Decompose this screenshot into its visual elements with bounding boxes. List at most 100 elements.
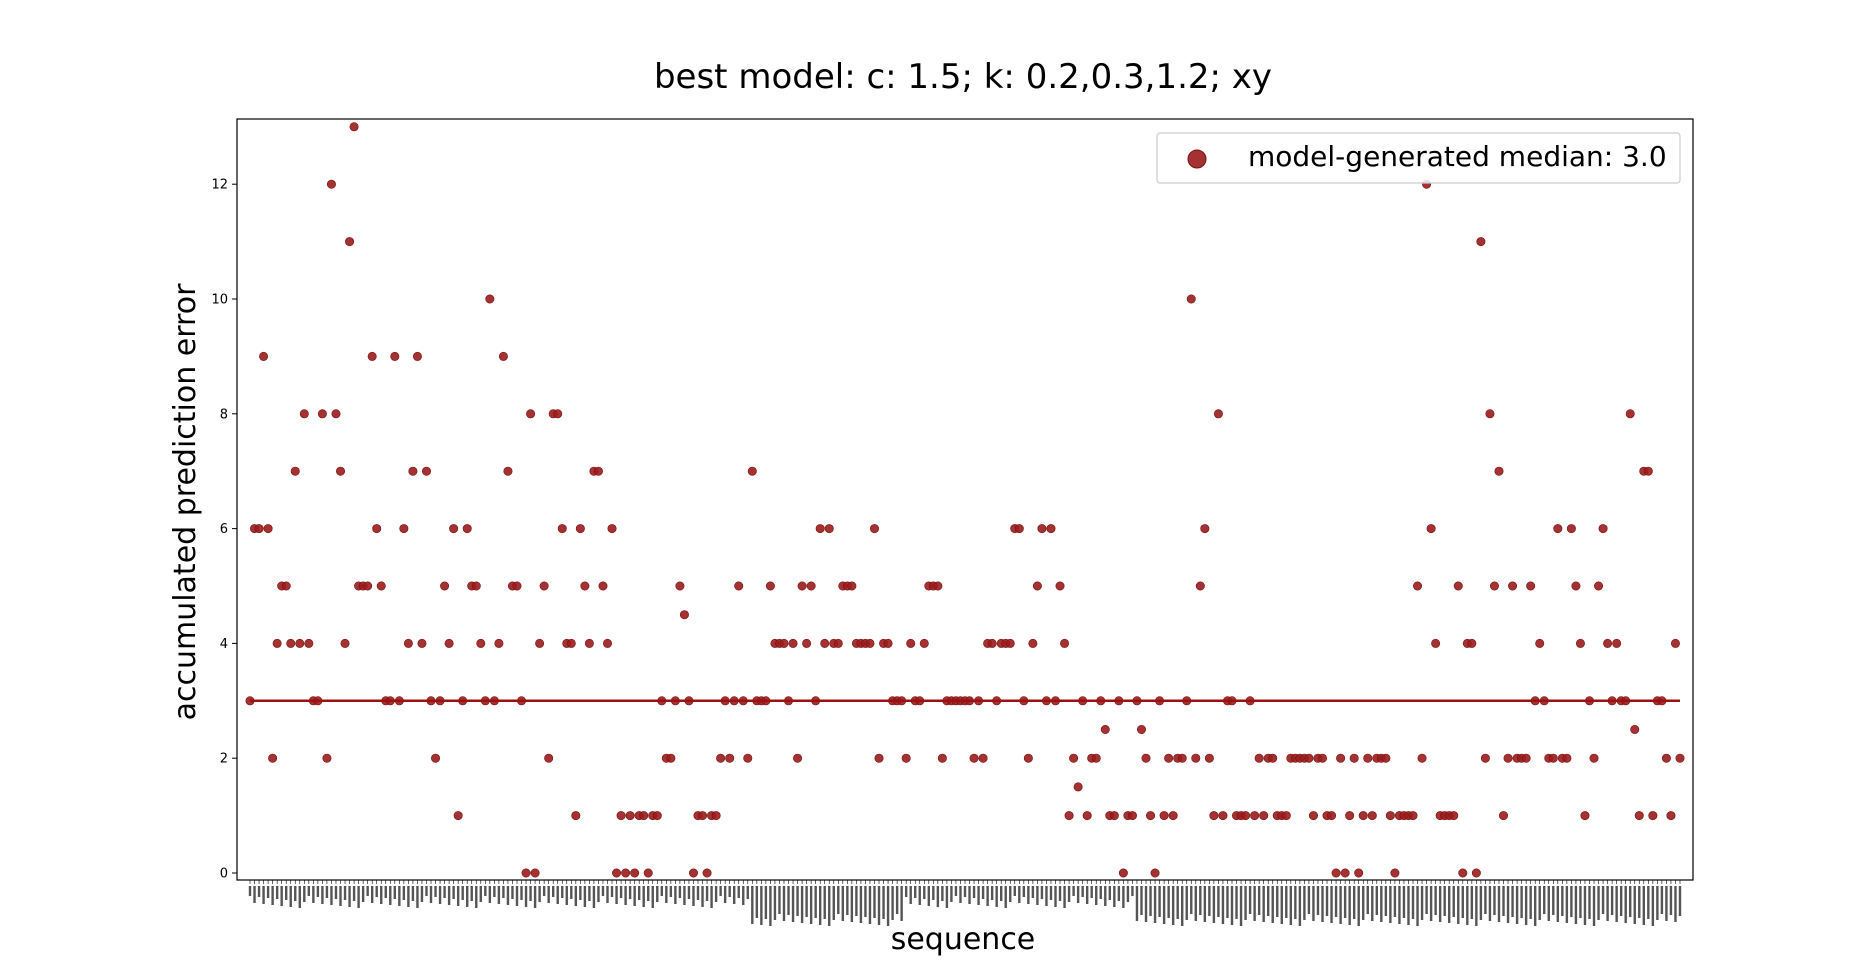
data-point xyxy=(593,466,603,476)
x-tick-label xyxy=(606,886,609,903)
x-tick-label xyxy=(289,886,292,907)
x-tick-label xyxy=(1583,886,1587,925)
data-point xyxy=(417,638,427,648)
data-point xyxy=(521,868,531,878)
x-tick-label xyxy=(995,886,998,907)
data-point xyxy=(820,638,830,648)
data-point xyxy=(1476,237,1486,247)
x-tick-label xyxy=(877,886,881,925)
x-tick-label xyxy=(751,886,754,924)
x-tick-label xyxy=(1561,886,1564,916)
x-tick-label xyxy=(1343,886,1347,918)
data-point xyxy=(833,638,843,648)
data-point xyxy=(1603,638,1613,648)
x-tick-label xyxy=(1556,886,1560,922)
data-point xyxy=(901,753,911,763)
x-tick-label xyxy=(352,886,356,901)
x-tick-label xyxy=(1153,886,1157,923)
data-point xyxy=(539,581,549,591)
x-tick-label xyxy=(1099,886,1102,899)
x-tick-label xyxy=(529,886,532,901)
x-tick-label xyxy=(945,886,949,908)
data-point xyxy=(652,811,662,821)
x-tick-label xyxy=(533,886,537,908)
x-tick-label xyxy=(542,886,546,896)
x-tick-label xyxy=(1466,886,1469,925)
data-point xyxy=(1553,524,1563,534)
y-axis: 0 2 4 6 8 10 12 xyxy=(211,178,237,882)
x-tick-label xyxy=(1108,886,1112,900)
x-tick-label xyxy=(782,886,786,921)
data-point xyxy=(1064,811,1074,821)
x-tick-label xyxy=(565,886,568,905)
data-point xyxy=(793,753,803,763)
x-tick-label xyxy=(809,886,813,924)
data-point xyxy=(734,581,744,591)
x-tick-label xyxy=(1448,886,1451,923)
y-tick-label: 0 xyxy=(220,867,228,882)
y-tick-label: 2 xyxy=(220,752,228,767)
x-tick-label xyxy=(1045,886,1048,906)
x-tick-label xyxy=(1158,886,1161,917)
data-point xyxy=(1485,409,1495,419)
x-tick-label xyxy=(429,886,433,903)
x-tick-label xyxy=(615,886,618,904)
x-tick-label xyxy=(1624,886,1627,923)
x-tick-label xyxy=(1461,886,1464,918)
x-tick-label xyxy=(488,886,492,903)
data-point xyxy=(1254,753,1264,763)
x-tick-label xyxy=(398,886,401,906)
x-tick-label xyxy=(1181,886,1184,926)
x-tick-label xyxy=(1524,886,1528,925)
x-tick-label xyxy=(1506,886,1510,923)
x-tick-label xyxy=(316,886,320,897)
data-point xyxy=(1150,868,1160,878)
data-point xyxy=(535,638,545,648)
x-tick-label xyxy=(466,886,469,907)
data-point xyxy=(1580,811,1590,821)
x-tick-label xyxy=(1529,886,1532,919)
x-tick-label xyxy=(1203,886,1207,922)
x-tick-label xyxy=(764,886,768,919)
data-point xyxy=(1575,638,1585,648)
x-tick-label xyxy=(1230,886,1234,925)
x-tick-label xyxy=(1058,886,1062,901)
x-tick-label xyxy=(746,886,749,899)
data-point xyxy=(1109,811,1119,821)
x-tick-label xyxy=(1669,886,1673,915)
data-point xyxy=(1458,868,1468,878)
data-point xyxy=(304,638,314,648)
x-tick-label xyxy=(1638,886,1641,918)
data-point xyxy=(1499,811,1509,821)
x-tick-label xyxy=(443,886,446,898)
data-point xyxy=(1358,811,1368,821)
data-point xyxy=(1304,753,1314,763)
plot-area xyxy=(236,118,1694,881)
data-point xyxy=(643,868,653,878)
data-point xyxy=(1467,638,1477,648)
data-point xyxy=(494,638,504,648)
data-point xyxy=(1566,524,1576,534)
data-point xyxy=(286,638,296,648)
x-tick-label xyxy=(1352,886,1356,919)
x-tick-label xyxy=(932,886,935,900)
x-tick-label xyxy=(665,886,668,903)
x-tick-label xyxy=(1144,886,1148,922)
x-tick-label xyxy=(334,886,338,899)
data-point xyxy=(1331,868,1341,878)
data-point xyxy=(1060,638,1070,648)
data-point xyxy=(399,524,409,534)
data-point xyxy=(1381,753,1391,763)
data-point xyxy=(666,753,676,763)
data-point xyxy=(553,409,563,419)
x-tick-label xyxy=(1656,886,1659,920)
data-point xyxy=(1091,753,1101,763)
x-tick-label xyxy=(800,886,804,923)
legend: model-generated median: 3.0 xyxy=(1156,132,1681,184)
x-tick-label xyxy=(253,886,256,903)
x-tick-label xyxy=(1511,886,1514,917)
data-point xyxy=(336,466,346,476)
x-tick-label xyxy=(461,886,464,900)
data-point xyxy=(987,638,997,648)
x-tick-label xyxy=(1533,886,1537,926)
